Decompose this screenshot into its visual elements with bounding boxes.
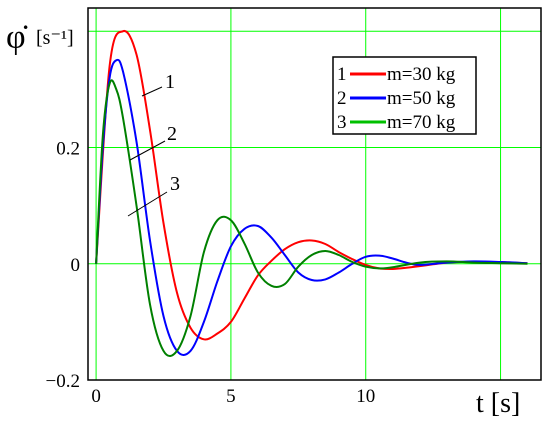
plot-frame xyxy=(87,7,542,381)
legend-label-3: m=70 kg xyxy=(387,112,456,133)
annotation-1: 1 xyxy=(165,71,175,93)
annotation-leader-1 xyxy=(141,86,163,97)
x-tick-label: 5 xyxy=(226,386,236,407)
y-axis-symbol: φ̇ xyxy=(6,19,28,56)
x-tick-label: 10 xyxy=(356,386,375,407)
x-axis-label: t [s] xyxy=(476,388,520,419)
series-line-2 xyxy=(95,58,528,356)
y-tick-label: −0.2 xyxy=(46,371,80,392)
legend-label-1: m=30 kg xyxy=(387,64,456,85)
legend-index-3: 3 xyxy=(337,112,347,133)
legend-index-1: 1 xyxy=(337,64,347,85)
annotation-2: 2 xyxy=(167,123,177,145)
y-tick-label: 0 xyxy=(71,255,81,276)
legend-label-2: m=50 kg xyxy=(387,88,456,109)
y-tick-label: 0.2 xyxy=(56,139,80,160)
legend: 1 m=30 kg 2 m=50 kg 3 m=70 kg xyxy=(332,56,477,135)
annotation-leader-2 xyxy=(129,140,166,161)
legend-index-2: 2 xyxy=(337,88,347,109)
series-lines xyxy=(95,29,528,358)
x-tick-label: 0 xyxy=(91,386,101,407)
series-line-3 xyxy=(95,79,528,358)
y-axis-unit: [s⁻¹] xyxy=(36,27,74,49)
annotation-leader-3 xyxy=(127,191,168,217)
annotation-3: 3 xyxy=(170,173,180,195)
curve-annotations: 1 2 3 xyxy=(127,71,180,217)
tick-labels: 0 5 10 0.2 0 −0.2 xyxy=(46,139,376,408)
